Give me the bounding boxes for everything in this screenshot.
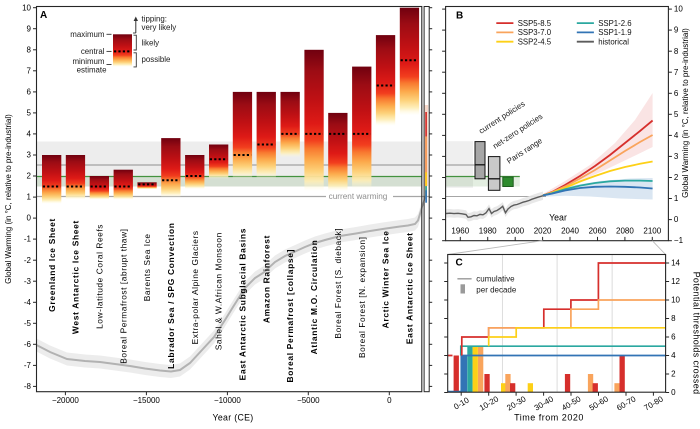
svg-text:2100: 2100: [643, 227, 661, 236]
svg-text:-6: -6: [24, 340, 32, 349]
svg-text:−15000: −15000: [133, 396, 160, 405]
svg-text:Potential thresholds crossed: Potential thresholds crossed: [692, 272, 700, 395]
svg-text:Labrador Sea / SPG Convection: Labrador Sea / SPG Convection: [166, 222, 176, 368]
svg-text:SSP3-7.0: SSP3-7.0: [518, 28, 552, 37]
svg-text:-7: -7: [24, 361, 32, 370]
svg-text:central: central: [81, 47, 105, 56]
svg-text:Time from 2020: Time from 2020: [514, 413, 584, 423]
svg-text:very likely: very likely: [142, 23, 177, 32]
svg-text:Amazon Rainforest: Amazon Rainforest: [261, 235, 271, 323]
svg-text:Boreal Permafrost [abrupt thaw: Boreal Permafrost [abrupt thaw]: [118, 229, 128, 364]
svg-text:-1: -1: [24, 235, 32, 244]
svg-text:8: 8: [671, 314, 676, 323]
svg-text:Global Warming (in °C, relativ: Global Warming (in °C, relative to pre-i…: [681, 28, 690, 198]
svg-text:Atlantic M.O. Circulation: Atlantic M.O. Circulation: [309, 240, 319, 355]
svg-text:0: 0: [674, 215, 679, 224]
svg-text:B: B: [456, 11, 463, 22]
svg-text:Extra-polar Alpine Glaciers: Extra-polar Alpine Glaciers: [190, 230, 200, 344]
svg-text:current warming: current warming: [329, 192, 388, 201]
svg-text:SSP1-1.9: SSP1-1.9: [598, 28, 631, 37]
svg-text:minimum: minimum: [72, 57, 104, 66]
svg-text:SSP2-4.5: SSP2-4.5: [518, 38, 552, 47]
svg-text:East Antarctic Ice Sheet: East Antarctic Ice Sheet: [405, 232, 415, 344]
svg-text:5: 5: [27, 109, 32, 118]
svg-text:7: 7: [27, 66, 32, 75]
svg-text:1980: 1980: [479, 227, 497, 236]
svg-text:Boreal Permafrost [collapse]: Boreal Permafrost [collapse]: [285, 249, 295, 383]
svg-text:-4: -4: [24, 298, 32, 307]
svg-text:10: 10: [674, 5, 683, 14]
svg-text:3: 3: [674, 152, 679, 161]
svg-text:6: 6: [674, 89, 679, 98]
svg-text:Low-latitude Coral Reefs: Low-latitude Coral Reefs: [95, 224, 105, 329]
svg-text:Sahel & W.African Monsoon: Sahel & W.African Monsoon: [214, 232, 224, 350]
svg-text:per decade: per decade: [476, 285, 517, 294]
svg-text:-2: -2: [24, 256, 32, 265]
svg-text:8: 8: [27, 45, 32, 54]
svg-text:1960: 1960: [451, 227, 469, 236]
svg-text:2: 2: [671, 370, 676, 379]
svg-text:2: 2: [27, 172, 32, 181]
svg-text:Boreal Forest [N. expansion]: Boreal Forest [N. expansion]: [357, 237, 367, 359]
svg-text:−5000: −5000: [297, 396, 320, 405]
svg-text:−10000: −10000: [214, 396, 241, 405]
svg-text:2080: 2080: [616, 227, 634, 236]
svg-text:10: 10: [671, 296, 680, 305]
svg-text:7: 7: [674, 68, 679, 77]
svg-text:0: 0: [27, 214, 32, 223]
svg-text:1: 1: [674, 194, 679, 203]
svg-text:SSP5-8.5: SSP5-8.5: [518, 19, 552, 28]
svg-text:East Antarctic Subglacial Basi: East Antarctic Subglacial Basins: [238, 228, 248, 380]
svg-text:9: 9: [27, 24, 32, 33]
svg-text:12: 12: [671, 277, 680, 286]
svg-text:cumulative: cumulative: [476, 275, 515, 284]
svg-text:6: 6: [671, 333, 676, 342]
svg-text:4: 4: [674, 131, 679, 140]
svg-text:10: 10: [22, 3, 31, 12]
svg-text:0: 0: [671, 388, 676, 397]
svg-text:-3: -3: [24, 277, 32, 286]
svg-text:Barents Sea Ice: Barents Sea Ice: [142, 233, 152, 301]
svg-text:2020: 2020: [534, 227, 552, 236]
svg-text:0: 0: [387, 396, 392, 405]
svg-text:−1: −1: [674, 236, 684, 245]
svg-text:likely: likely: [142, 39, 160, 48]
svg-text:2: 2: [674, 173, 679, 182]
svg-text:2060: 2060: [589, 227, 607, 236]
svg-text:tipping:: tipping:: [142, 15, 167, 24]
svg-text:2000: 2000: [506, 227, 524, 236]
svg-text:−20000: −20000: [52, 396, 79, 405]
svg-text:West Antarctic Ice Sheet: West Antarctic Ice Sheet: [71, 220, 81, 334]
svg-text:Year (CE): Year (CE): [213, 413, 254, 423]
svg-text:4: 4: [671, 351, 676, 360]
svg-text:Boreal Forest [S. dieback]: Boreal Forest [S. dieback]: [333, 228, 343, 339]
svg-text:14: 14: [671, 259, 680, 268]
svg-text:3: 3: [27, 151, 32, 160]
svg-text:2040: 2040: [561, 227, 579, 236]
svg-text:SSP1-2.6: SSP1-2.6: [598, 19, 631, 28]
svg-text:-8: -8: [24, 382, 32, 391]
svg-text:Arctic Winter Sea Ice: Arctic Winter Sea Ice: [381, 230, 391, 328]
svg-text:maximum: maximum: [70, 30, 105, 39]
svg-text:possible: possible: [142, 55, 172, 64]
svg-text:historical: historical: [598, 38, 629, 47]
svg-text:estimate: estimate: [77, 66, 107, 75]
svg-text:4: 4: [27, 130, 32, 139]
svg-text:1: 1: [27, 193, 32, 202]
svg-text:6: 6: [27, 88, 32, 97]
svg-text:Year: Year: [549, 213, 567, 223]
svg-text:8: 8: [674, 47, 679, 56]
svg-text:C: C: [456, 258, 463, 269]
svg-text:Greenland Ice Sheet: Greenland Ice Sheet: [47, 218, 57, 312]
svg-text:9: 9: [674, 26, 679, 35]
svg-text:5: 5: [674, 110, 679, 119]
svg-text:A: A: [40, 10, 47, 21]
svg-text:Global Warming (in °C, relativ: Global Warming (in °C, relative to pre-i…: [4, 114, 13, 284]
svg-text:-5: -5: [24, 319, 32, 328]
